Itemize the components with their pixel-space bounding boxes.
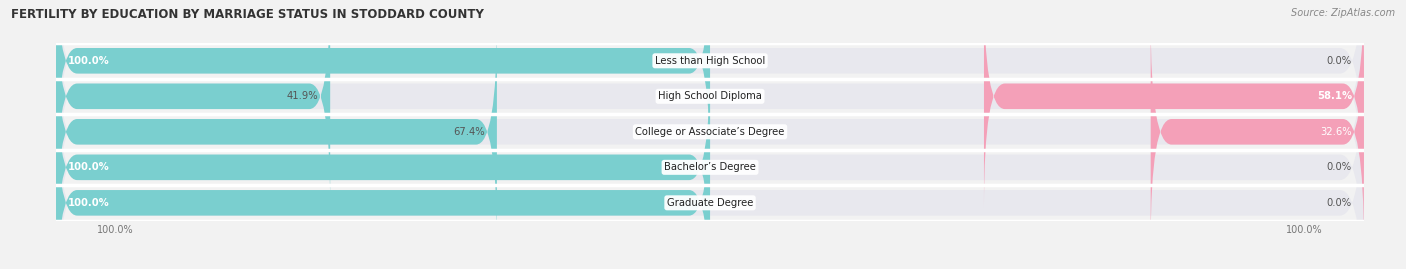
Text: College or Associate’s Degree: College or Associate’s Degree [636, 127, 785, 137]
Text: High School Diploma: High School Diploma [658, 91, 762, 101]
Text: 41.9%: 41.9% [287, 91, 318, 101]
FancyBboxPatch shape [984, 0, 1364, 208]
Text: 0.0%: 0.0% [1327, 162, 1353, 172]
Text: Graduate Degree: Graduate Degree [666, 198, 754, 208]
Text: Less than High School: Less than High School [655, 56, 765, 66]
Legend: Married, Unmarried: Married, Unmarried [640, 265, 780, 269]
Text: 0.0%: 0.0% [1327, 56, 1353, 66]
Text: Source: ZipAtlas.com: Source: ZipAtlas.com [1291, 8, 1395, 18]
Text: 0.0%: 0.0% [1327, 198, 1353, 208]
FancyBboxPatch shape [56, 74, 1364, 269]
Text: 58.1%: 58.1% [1317, 91, 1353, 101]
FancyBboxPatch shape [1150, 20, 1364, 243]
Text: 100.0%: 100.0% [67, 198, 110, 208]
Text: 32.6%: 32.6% [1320, 127, 1353, 137]
Text: 67.4%: 67.4% [453, 127, 485, 137]
Text: 100.0%: 100.0% [67, 56, 110, 66]
Text: 100.0%: 100.0% [67, 162, 110, 172]
FancyBboxPatch shape [56, 0, 710, 172]
FancyBboxPatch shape [56, 0, 1364, 225]
FancyBboxPatch shape [56, 3, 1364, 261]
Text: FERTILITY BY EDUCATION BY MARRIAGE STATUS IN STODDARD COUNTY: FERTILITY BY EDUCATION BY MARRIAGE STATU… [11, 8, 484, 21]
FancyBboxPatch shape [56, 56, 710, 269]
Text: Bachelor’s Degree: Bachelor’s Degree [664, 162, 756, 172]
FancyBboxPatch shape [56, 91, 710, 269]
FancyBboxPatch shape [56, 38, 1364, 269]
FancyBboxPatch shape [56, 20, 496, 243]
FancyBboxPatch shape [56, 0, 330, 208]
FancyBboxPatch shape [56, 0, 1364, 190]
